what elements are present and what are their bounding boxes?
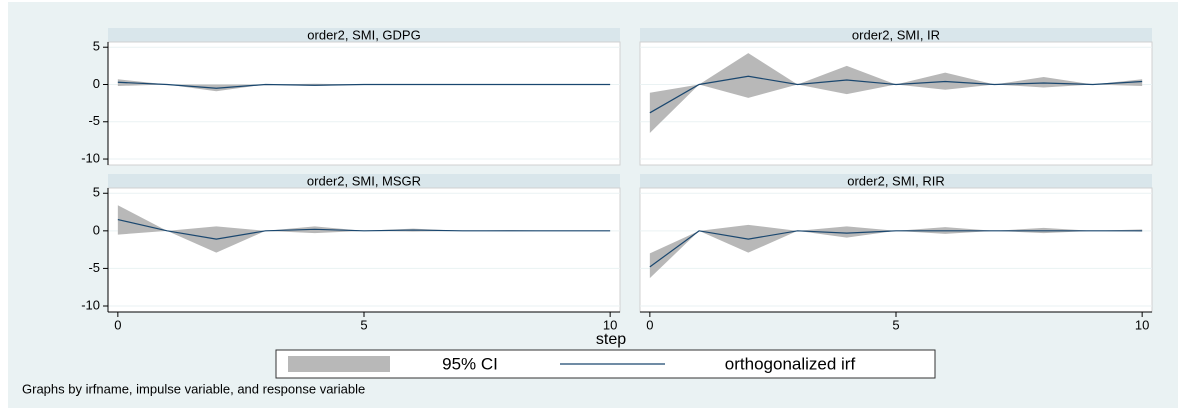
legend-swatch-band: [288, 356, 390, 372]
panel-title: order2, SMI, MSGR: [307, 173, 421, 188]
x-tick-label: 0: [646, 317, 653, 332]
panel-title: order2, SMI, IR: [852, 27, 940, 42]
plot-area: [107, 187, 621, 313]
panel-title-strip: [108, 174, 620, 188]
panel-title-strip: [640, 174, 1152, 188]
plot-area: [107, 41, 621, 166]
y-tick-label: 5: [93, 185, 100, 200]
irf-line: [117, 218, 611, 240]
y-tick-label: -10: [81, 297, 100, 312]
plot-area: [639, 41, 1153, 166]
ci-band: [117, 79, 611, 92]
panel-title-strip: [108, 28, 620, 42]
legend-label: 95% CI: [442, 354, 498, 373]
y-tick-label: -5: [88, 260, 100, 275]
y-tick-label: -10: [81, 150, 100, 165]
plot-area: [639, 187, 1153, 313]
y-tick-label: 0: [93, 222, 100, 237]
x-tick-label: 5: [892, 317, 899, 332]
x-tick-label: 5: [360, 317, 367, 332]
note: Graphs by irfname, impulse variable, and…: [22, 381, 365, 396]
ci-band: [649, 224, 1143, 279]
panel-title-strip: [640, 28, 1152, 42]
panel-title: order2, SMI, GDPG: [307, 27, 420, 42]
y-tick-label: -5: [88, 113, 100, 128]
x-tick-label: 0: [114, 317, 121, 332]
irf-line: [649, 230, 1143, 268]
ci-band: [649, 53, 1143, 133]
panel-title: order2, SMI, RIR: [847, 173, 945, 188]
x-tick-label: 10: [1135, 317, 1149, 332]
x-axis-label: step: [596, 331, 626, 348]
irf-line: [117, 81, 611, 89]
x-tick-label: 10: [603, 317, 617, 332]
legend-label: orthogonalized irf: [725, 354, 856, 373]
irf-line: [649, 75, 1143, 114]
ci-band: [117, 205, 611, 253]
y-tick-label: 0: [93, 76, 100, 91]
y-tick-label: 5: [93, 39, 100, 54]
